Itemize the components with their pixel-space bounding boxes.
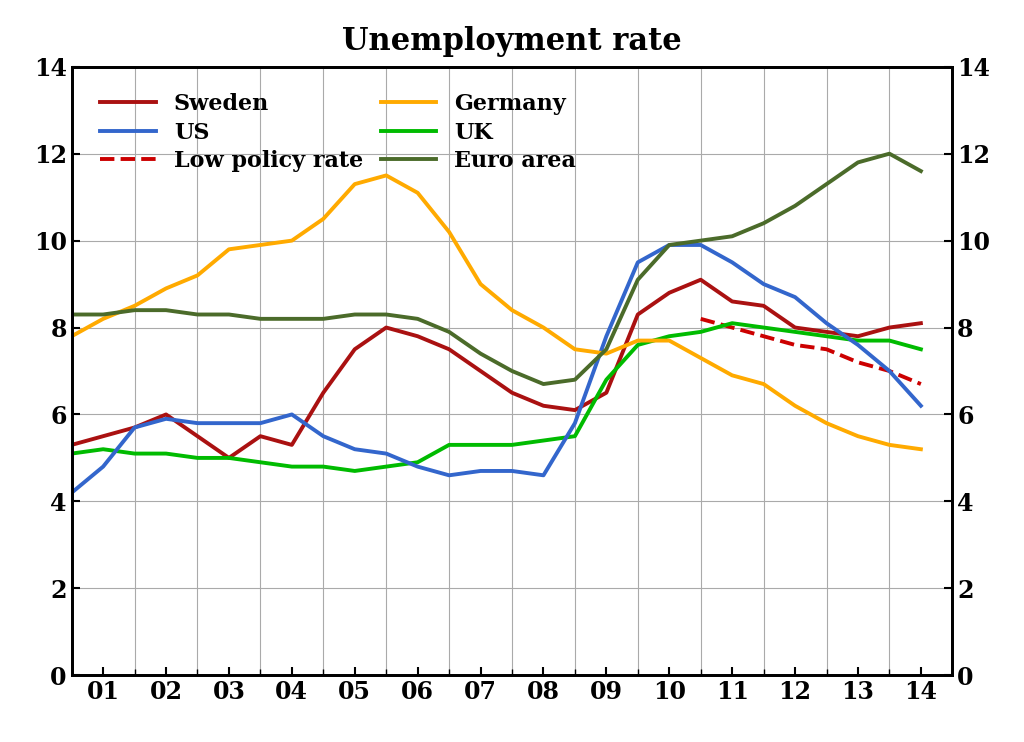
Title: Unemployment rate: Unemployment rate — [342, 26, 682, 57]
Legend: Sweden, US, Low policy rate, Germany, UK, Euro area: Sweden, US, Low policy rate, Germany, UK… — [91, 84, 585, 181]
